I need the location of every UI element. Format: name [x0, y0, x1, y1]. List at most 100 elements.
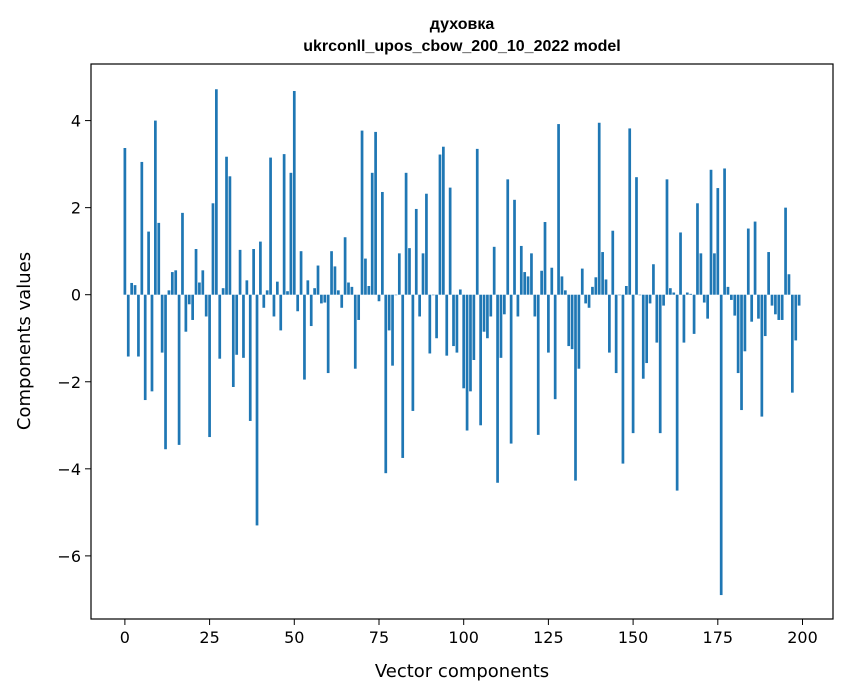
bar — [675, 294, 679, 491]
bar — [360, 130, 364, 295]
bar — [421, 253, 425, 295]
x-axis-ticks: 0 25 50 75 100 125 150 175 200 — [120, 619, 818, 647]
bar — [336, 290, 340, 295]
bar — [418, 294, 421, 317]
bar — [157, 222, 161, 295]
bar — [215, 89, 218, 295]
bar — [160, 294, 164, 353]
bar — [211, 203, 215, 295]
bar — [628, 128, 632, 295]
bar — [438, 154, 442, 295]
bar — [702, 294, 706, 303]
x-tick-label: 0 — [120, 628, 130, 647]
y-axis-label: Components values — [14, 252, 35, 430]
bar — [306, 280, 310, 295]
bar — [170, 272, 174, 295]
bar — [381, 191, 384, 295]
bar — [777, 294, 781, 320]
y-tick-label: 2 — [71, 199, 81, 218]
bar — [601, 252, 604, 295]
bar — [763, 294, 767, 337]
bar — [231, 294, 235, 387]
bar — [408, 248, 411, 295]
bar — [411, 294, 415, 411]
bar — [486, 294, 489, 339]
bar — [604, 279, 608, 295]
bar — [377, 294, 381, 302]
bar — [350, 286, 354, 295]
bar — [364, 258, 367, 295]
bar — [252, 249, 255, 295]
bar — [631, 294, 635, 434]
bar — [533, 294, 537, 317]
bar — [614, 294, 618, 374]
bar — [469, 294, 472, 392]
bar — [181, 212, 184, 295]
bar — [475, 148, 479, 295]
bar — [194, 249, 198, 295]
bar — [282, 154, 286, 295]
bar — [133, 285, 137, 295]
bar — [164, 294, 167, 450]
bar — [198, 282, 201, 295]
bar — [567, 294, 571, 347]
bar — [340, 294, 344, 308]
bar — [506, 179, 510, 295]
bar — [655, 294, 659, 343]
bar — [716, 188, 720, 295]
y-axis-ticks: −6 −4 −2 0 2 4 — [57, 112, 91, 566]
bar — [658, 294, 662, 434]
bar — [323, 294, 327, 303]
bar — [384, 294, 388, 474]
bar — [431, 294, 435, 296]
bar — [242, 294, 245, 358]
y-tick-label: −2 — [57, 373, 81, 392]
bar — [591, 286, 594, 295]
bar — [692, 294, 696, 334]
bar — [391, 294, 394, 366]
bar — [726, 286, 730, 295]
bar — [526, 276, 530, 295]
bar — [482, 294, 486, 332]
bar — [723, 168, 726, 295]
bar — [147, 231, 150, 295]
bar — [286, 291, 289, 295]
bar — [462, 294, 466, 389]
bar — [353, 294, 357, 369]
bar — [184, 294, 188, 332]
bar — [713, 253, 716, 295]
bar — [245, 280, 249, 295]
bar — [428, 294, 432, 354]
bar — [330, 251, 333, 295]
bar — [509, 294, 513, 444]
bar — [516, 294, 520, 317]
bar — [221, 288, 225, 295]
bar — [259, 241, 262, 295]
x-tick-label: 25 — [199, 628, 219, 647]
bar — [557, 124, 560, 295]
bar — [455, 294, 459, 353]
bar — [784, 207, 787, 295]
bar — [404, 172, 408, 295]
bar — [448, 187, 452, 295]
bar — [580, 268, 584, 295]
bar — [563, 290, 567, 295]
x-tick-label: 200 — [787, 628, 818, 647]
bar — [719, 294, 723, 596]
bar — [767, 252, 770, 295]
bar — [797, 294, 801, 306]
bar — [150, 294, 154, 392]
bar — [699, 253, 703, 295]
bar — [309, 294, 313, 327]
bar — [706, 294, 709, 319]
bar — [794, 294, 798, 341]
bar — [597, 122, 601, 295]
bar — [641, 294, 645, 379]
bar — [275, 281, 279, 295]
bar — [560, 276, 564, 295]
bar — [235, 294, 239, 355]
bar — [465, 294, 469, 431]
x-tick-label: 100 — [448, 628, 479, 647]
bar — [679, 232, 682, 295]
